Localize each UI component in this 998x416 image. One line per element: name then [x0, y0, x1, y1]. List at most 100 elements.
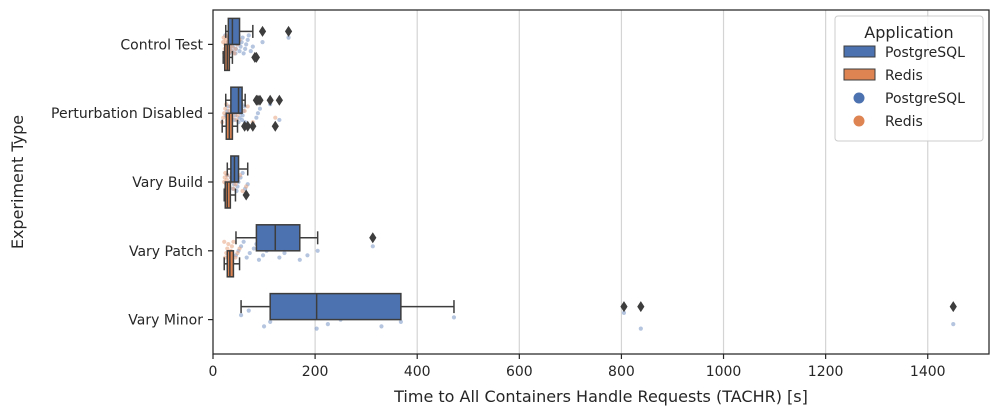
strip-point — [233, 255, 238, 260]
strip-point — [240, 117, 245, 123]
strip-point — [238, 44, 243, 49]
strip-point — [233, 46, 238, 52]
flier-marker — [620, 301, 628, 313]
flier-marker — [275, 94, 283, 106]
strip-point — [268, 319, 273, 324]
legend-swatch-box — [843, 68, 876, 81]
legend: Application PostgreSQL Redis PostgreSQL Red… — [834, 15, 984, 142]
x-tick-label: 200 — [302, 364, 329, 380]
strip-point — [244, 42, 249, 47]
strip-point — [398, 319, 403, 324]
strip-point — [297, 257, 302, 262]
legend-label: Redis — [885, 114, 923, 130]
strip-point — [226, 241, 231, 247]
strip-point — [240, 113, 245, 118]
legend-swatch-point — [853, 115, 865, 127]
strip-point — [237, 49, 242, 54]
flier-marker — [284, 25, 293, 37]
x-tick-label: 0 — [209, 364, 218, 380]
strip-point — [240, 35, 245, 40]
strip-point — [235, 113, 240, 118]
strip-point — [370, 244, 375, 249]
boxes — [221, 17, 957, 321]
x-tick-label: 1000 — [706, 364, 742, 380]
strip-point — [248, 49, 253, 54]
legend-swatch-point — [853, 92, 865, 104]
strip-point — [251, 246, 256, 251]
x-tick-label: 1200 — [808, 364, 844, 380]
legend-label: Redis — [885, 68, 923, 84]
y-tick-label: Vary Build — [132, 175, 203, 191]
strip-point — [237, 246, 242, 251]
strip-point — [223, 106, 228, 111]
strip-point — [325, 322, 330, 327]
x-tick-label: 400 — [404, 364, 431, 380]
y-axis-ticks: Control Test Perturbation Disabled Vary Bu… — [51, 37, 213, 329]
strip-point — [222, 239, 227, 244]
strip-point — [286, 35, 291, 40]
flier-marker — [949, 301, 957, 313]
box-iqr — [227, 17, 241, 46]
flier-marker — [637, 301, 645, 313]
strip-point — [247, 250, 252, 256]
flier-marker — [242, 189, 250, 201]
strip-point — [245, 104, 250, 109]
strip-point — [244, 255, 249, 260]
y-axis-title: Experiment Type — [8, 115, 27, 249]
strip-point — [241, 51, 246, 56]
strip-point — [225, 246, 230, 251]
strip-point — [243, 46, 248, 52]
strip-point — [451, 315, 457, 320]
strip-point — [282, 250, 287, 256]
strip-point — [315, 248, 320, 253]
flier-marker — [258, 25, 267, 37]
y-tick-label: Perturbation Disabled — [51, 106, 203, 122]
strip-point — [222, 111, 227, 116]
strip-point — [231, 186, 236, 191]
strip-point — [277, 255, 282, 260]
strip-point — [305, 253, 310, 258]
strip-point — [238, 313, 244, 318]
flier-marker — [266, 94, 274, 106]
strip-point — [245, 37, 250, 43]
strip-point — [314, 326, 319, 331]
strip-point — [246, 33, 251, 38]
strip-point — [256, 257, 262, 262]
flier-marker — [249, 120, 257, 132]
x-axis-ticks: 0 200 400 600 800 1000 1200 1400 — [209, 354, 946, 380]
legend-label: PostgreSQL — [885, 91, 965, 107]
strip-point — [254, 115, 259, 120]
flier-marker — [271, 120, 279, 132]
x-tick-label: 800 — [608, 364, 635, 380]
strip-point — [233, 182, 238, 187]
strip-point — [638, 326, 643, 331]
box-iqr — [269, 292, 402, 321]
strip-point — [232, 51, 237, 56]
legend-swatch-box — [843, 45, 876, 58]
strip-point — [241, 239, 246, 244]
strip-point — [231, 239, 236, 244]
strip-point — [242, 108, 247, 114]
flier-marker — [369, 232, 377, 244]
strip-point — [235, 250, 240, 256]
box-iqr — [230, 86, 243, 114]
box-iqr — [255, 224, 301, 252]
strip-point — [261, 324, 267, 329]
flier-marker — [256, 94, 264, 106]
strip-point — [951, 322, 956, 327]
x-axis-title: Time to All Containers Handle Requests (… — [393, 387, 808, 406]
strip-point — [621, 310, 627, 315]
strip-point — [221, 115, 226, 120]
strip-point — [240, 188, 245, 194]
strip-point — [255, 111, 261, 116]
y-tick-label: Control Test — [120, 37, 203, 53]
strip-point — [277, 117, 282, 123]
x-tick-label: 1400 — [910, 364, 946, 380]
legend-title: Application — [864, 23, 953, 42]
x-tick-label: 600 — [506, 364, 533, 380]
strip-point — [250, 44, 255, 49]
strip-point — [229, 44, 234, 49]
strip-point — [257, 106, 263, 111]
strip-point — [224, 177, 229, 182]
